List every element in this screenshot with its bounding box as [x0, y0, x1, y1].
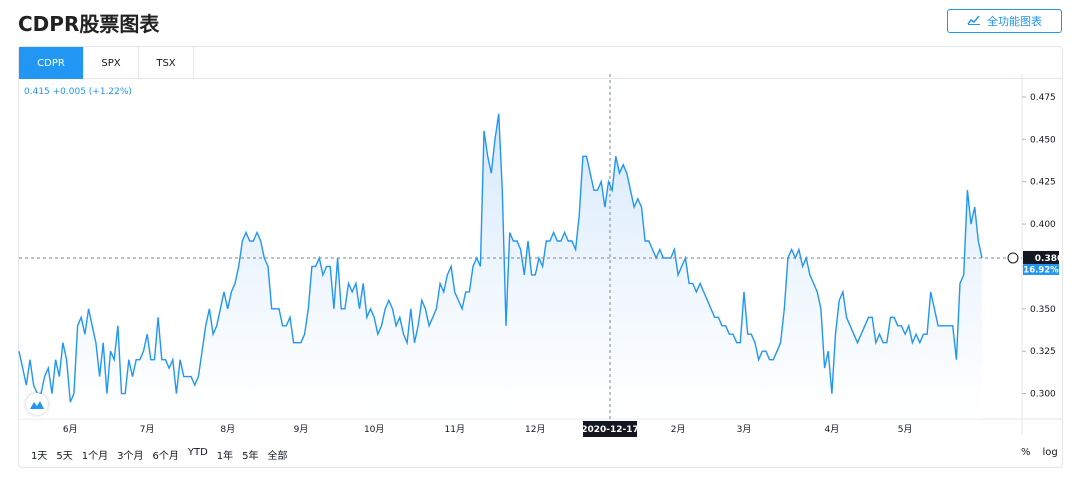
full-chart-button[interactable]: 全功能图表 [947, 9, 1062, 33]
y-tick-label: 0.300 [1030, 390, 1056, 400]
crosshair-date-label: 2020-12-17 [581, 425, 639, 435]
symbol-tabs: CDPR SPX TSX [19, 47, 1062, 79]
crosshair-price-label: 0.380 [1035, 254, 1063, 264]
crosshair-date-bg [583, 421, 637, 437]
percent-scale-toggle[interactable]: % [1021, 447, 1031, 458]
range-3m[interactable]: 3个月 [117, 451, 144, 462]
x-tick-label: 12月 [525, 424, 545, 435]
tab-cdpr[interactable]: CDPR [19, 47, 84, 79]
range-all[interactable]: 全部 [267, 451, 288, 462]
log-scale-toggle[interactable]: log [1042, 447, 1058, 458]
range-selector: 1天 5天 1个月 3个月 6个月 YTD 1年 5年 全部 [31, 447, 297, 462]
percent-label: 16.92% [1023, 265, 1059, 275]
range-1d[interactable]: 1天 [31, 451, 48, 462]
y-tick-label: 0.350 [1030, 305, 1056, 315]
range-6m[interactable]: 6个月 [152, 451, 179, 462]
x-tick-label: 9月 [294, 424, 309, 435]
x-tick-label: 3月 [737, 424, 752, 435]
price-area [19, 113, 982, 420]
range-5d[interactable]: 5天 [56, 451, 73, 462]
page-title: CDPR股票图表 [18, 12, 160, 36]
crosshair-price-bg [1023, 250, 1059, 265]
range-ytd[interactable]: YTD [187, 447, 208, 458]
tab-tsx[interactable]: TSX [139, 47, 194, 79]
tradingview-logo-icon[interactable] [26, 393, 48, 415]
x-tick-label: 6月 [63, 424, 78, 435]
range-1m[interactable]: 1个月 [81, 451, 109, 462]
price-line [18, 113, 983, 403]
x-tick-label: 11月 [445, 424, 465, 435]
x-tick-label: 8月 [220, 424, 235, 435]
full-chart-label: 全功能图表 [987, 15, 1042, 28]
x-tick-label: 10月 [364, 424, 384, 435]
y-tick-label: 0.400 [1030, 220, 1056, 230]
y-tick-label: 0.475 [1030, 93, 1056, 103]
x-tick-label: 5月 [898, 424, 913, 435]
x-tick-label: 4月 [825, 424, 840, 435]
x-tick-label: 2月 [671, 424, 686, 435]
range-1y[interactable]: 1年 [216, 451, 234, 462]
y-tick-label: 0.425 [1030, 178, 1056, 188]
price-legend: 0.415 +0.005 (+1.22%) [24, 87, 132, 97]
scale-options: % log [1021, 447, 1058, 458]
y-tick-label: 0.450 [1030, 135, 1056, 145]
chart-icon [967, 15, 981, 28]
y-tick-label: 0.325 [1030, 347, 1056, 357]
alarm-icon [1007, 252, 1019, 264]
x-tick-label: 7月 [140, 424, 155, 435]
percent-label-bg [1023, 263, 1059, 275]
range-5y[interactable]: 5年 [242, 451, 259, 462]
tab-spx[interactable]: SPX [84, 47, 139, 79]
